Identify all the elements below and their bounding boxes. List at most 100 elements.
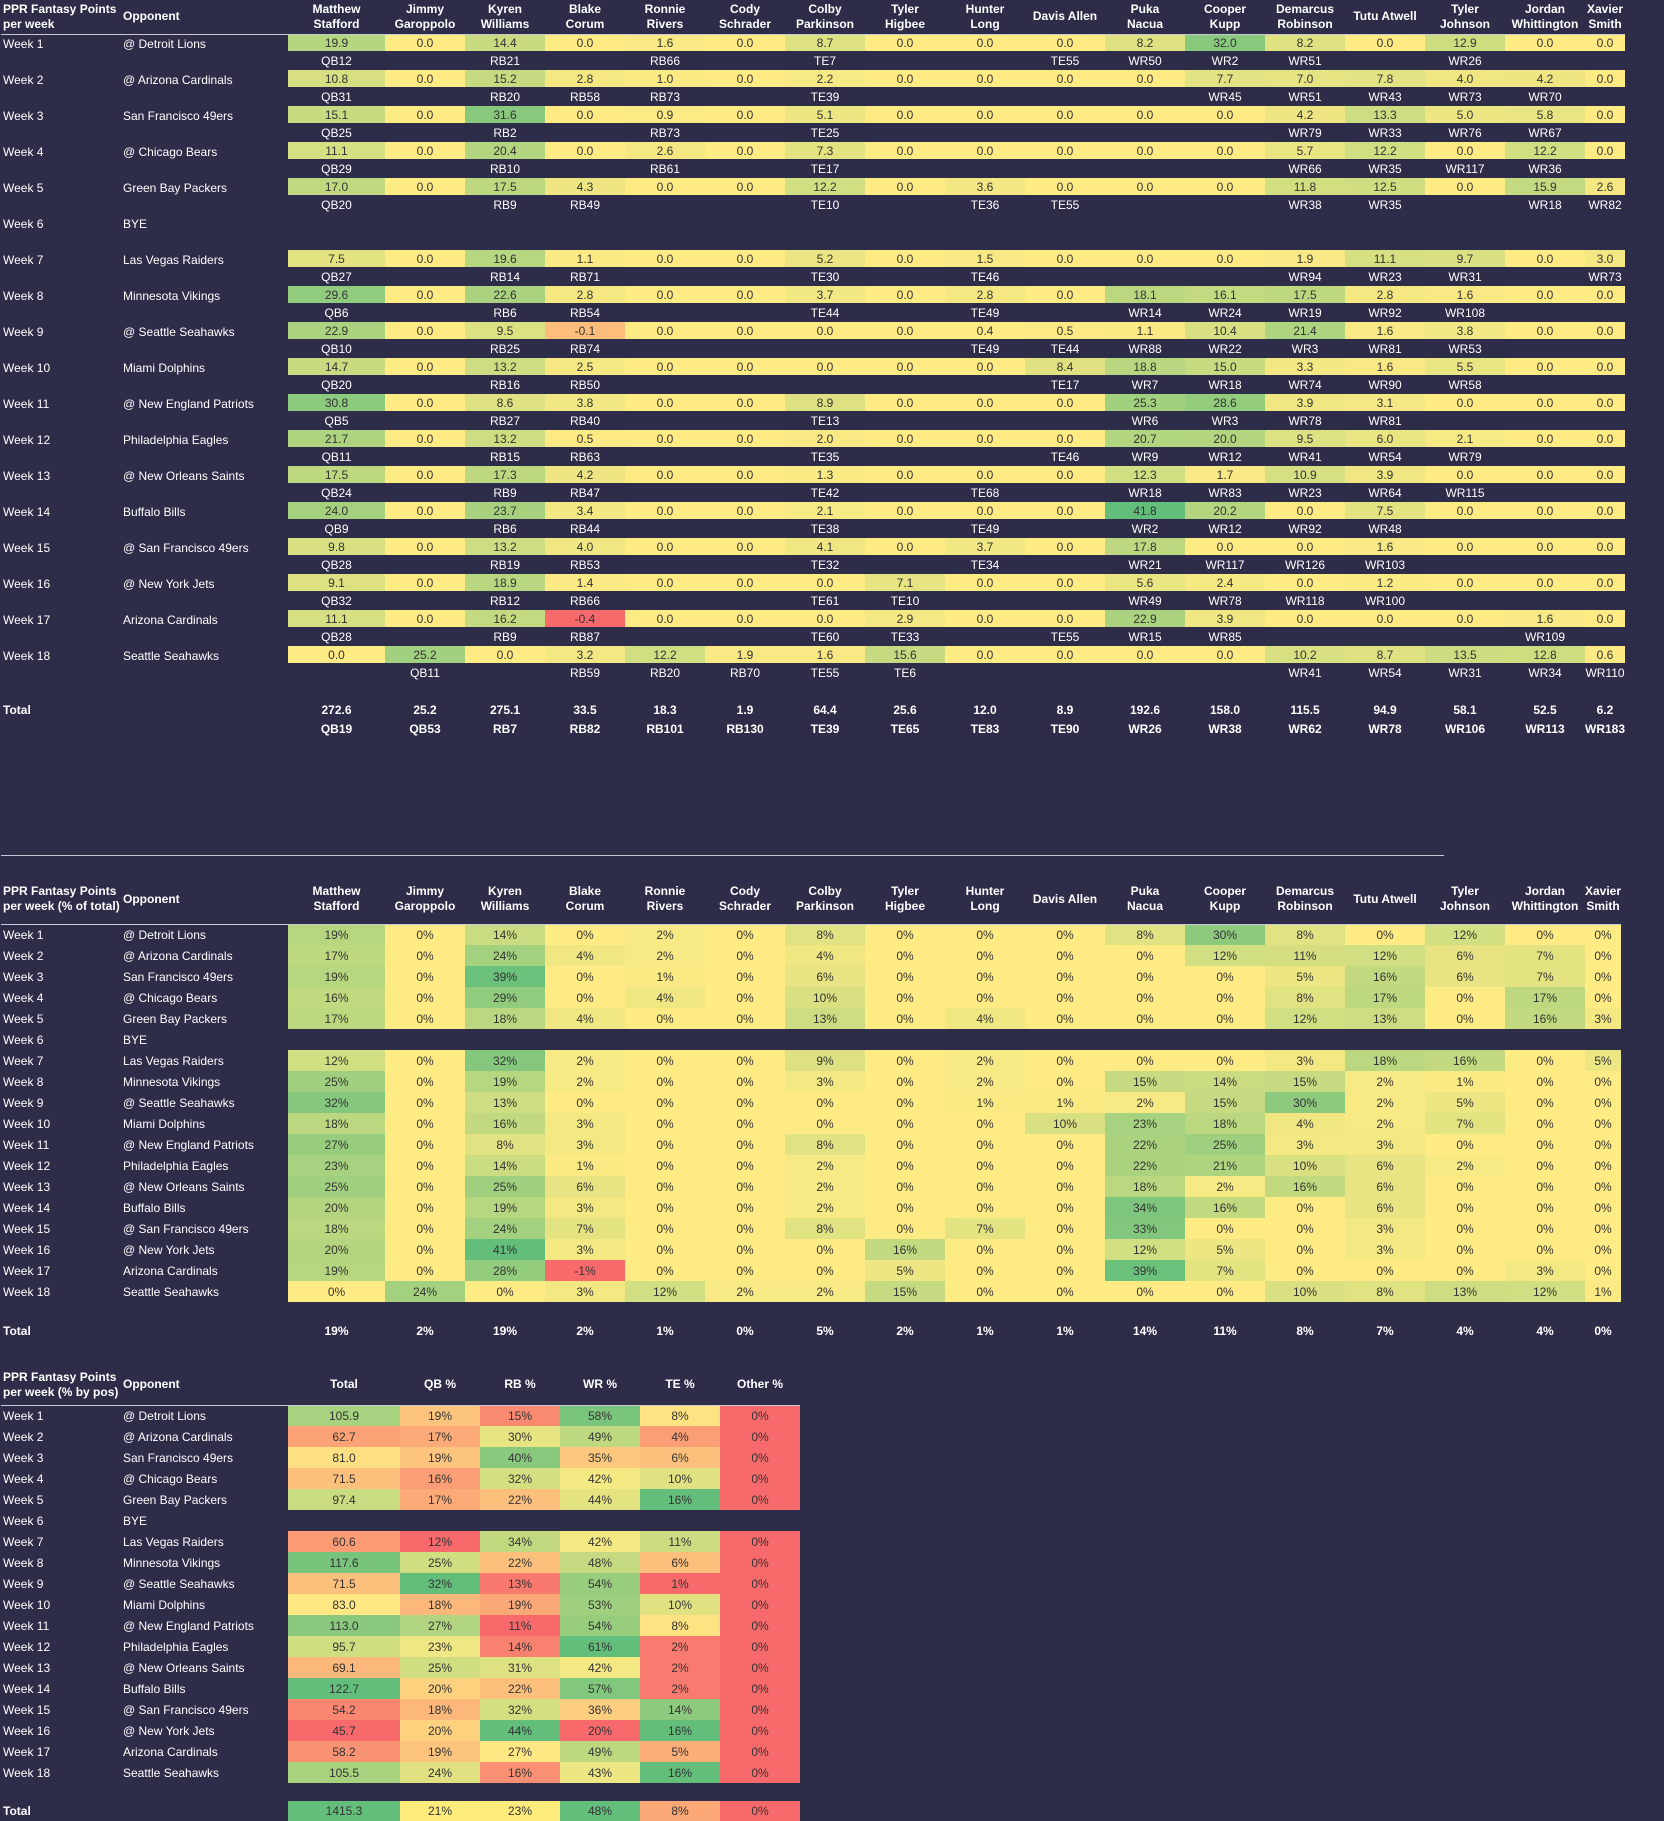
week-label: Week 18 bbox=[3, 649, 51, 663]
opponent-label: Philadelphia Eagles bbox=[123, 1639, 229, 1654]
week-position-row: Week 12 Philadelphia Eagles 95.7 23% 14% 61% 2… bbox=[1, 1636, 800, 1657]
points-cell bbox=[1025, 214, 1105, 231]
percent-cell: 12% bbox=[1185, 945, 1265, 966]
points-cell: 0.0 bbox=[1025, 538, 1105, 555]
rank-cell: WR3 bbox=[1291, 341, 1319, 356]
points-cell: 0.0 bbox=[545, 142, 625, 159]
rank-cell bbox=[625, 627, 705, 646]
percent-cell: 18% bbox=[1105, 1176, 1185, 1197]
points-cell: 3.7 bbox=[785, 286, 865, 303]
position-cell bbox=[480, 1510, 560, 1531]
position-cell: 0% bbox=[720, 1405, 800, 1426]
rank-cell: WR117 bbox=[1445, 161, 1485, 176]
percent-cell: 0% bbox=[545, 1092, 625, 1113]
points-cell: 0.0 bbox=[1505, 466, 1585, 483]
points-cell: 0.0 bbox=[1585, 430, 1626, 447]
points-cell: 0.0 bbox=[865, 142, 945, 159]
rank-cell bbox=[385, 411, 465, 430]
percent-cell: 2% bbox=[785, 1197, 865, 1218]
player-header: Kyren Williams bbox=[465, 875, 545, 925]
percent-cell: 0% bbox=[1025, 966, 1105, 987]
position-cell: 10% bbox=[640, 1468, 720, 1489]
player-header: Colby Parkinson bbox=[785, 0, 865, 35]
player-last-name: Davis Allen bbox=[1032, 9, 1098, 24]
points-cell: 1.0 bbox=[625, 70, 705, 87]
points-cell: 22.6 bbox=[465, 286, 545, 303]
percent-cell: 0% bbox=[1425, 1197, 1505, 1218]
points-cell: 3.9 bbox=[1265, 394, 1345, 411]
points-cell: 0.0 bbox=[545, 106, 625, 123]
player-header: Puka Nacua bbox=[1105, 875, 1185, 925]
position-cell: 0% bbox=[720, 1489, 800, 1510]
week-label: Week 5 bbox=[3, 1011, 44, 1026]
points-cell: 0.9 bbox=[625, 106, 705, 123]
percent-cell: 0% bbox=[465, 1281, 545, 1302]
points-cell: 15.2 bbox=[465, 70, 545, 87]
percent-cell: 15% bbox=[1265, 1071, 1345, 1092]
player-first-name: Colby bbox=[808, 884, 842, 899]
percent-cell: 0% bbox=[1505, 1218, 1585, 1239]
points-cell: 1.1 bbox=[1105, 322, 1185, 339]
percent-cell: 0% bbox=[1345, 1260, 1425, 1281]
total-percent: 19% bbox=[324, 1324, 349, 1338]
percent-cell: 0% bbox=[1585, 966, 1622, 987]
position-header: Other % bbox=[720, 1365, 800, 1406]
opponent-label: BYE bbox=[123, 1032, 148, 1047]
percent-cell: 0% bbox=[705, 1197, 785, 1218]
percent-cell: 22% bbox=[1105, 1155, 1185, 1176]
percent-cell: 0% bbox=[1025, 1218, 1105, 1239]
position-cell: 16% bbox=[640, 1720, 720, 1741]
rank-cell bbox=[1025, 87, 1105, 106]
total-percent: 4% bbox=[1456, 1324, 1474, 1338]
points-cell: 0.0 bbox=[865, 322, 945, 339]
percent-cell: 0% bbox=[385, 1239, 465, 1260]
rank-cell: WR64 bbox=[1368, 485, 1402, 500]
position-cell: 18% bbox=[400, 1594, 480, 1615]
rank-cell: TE30 bbox=[810, 269, 840, 284]
rank-cell bbox=[1025, 159, 1105, 178]
percent-cell: 4% bbox=[545, 1008, 625, 1029]
points-cell: 2.4 bbox=[1185, 574, 1265, 591]
rank-cell: RB40 bbox=[569, 413, 601, 428]
percent-cell: 12% bbox=[288, 1050, 385, 1071]
percent-cell: 17% bbox=[1345, 987, 1425, 1008]
percent-cell bbox=[465, 1029, 545, 1050]
points-cell: 0.0 bbox=[1265, 610, 1345, 627]
week-rank-row: QB9 RB6 RB44 TE38 TE49 WR2 WR12 WR92 WR48 bbox=[1, 519, 1625, 538]
rank-cell bbox=[945, 375, 1025, 394]
percent-cell: 19% bbox=[465, 1197, 545, 1218]
spacer-cell bbox=[1425, 682, 1505, 700]
spacer-cell bbox=[1105, 1302, 1185, 1321]
rank-cell: TE44 bbox=[1050, 341, 1080, 356]
points-cell bbox=[1105, 214, 1185, 231]
rank-cell: TE49 bbox=[970, 341, 1000, 356]
player-first-name: Cooper bbox=[1204, 884, 1246, 899]
points-cell: 8.6 bbox=[465, 394, 545, 411]
rank-cell: TE10 bbox=[810, 197, 840, 212]
points-cell: 0.0 bbox=[385, 322, 465, 339]
percent-cell: 0% bbox=[625, 1155, 705, 1176]
percent-cell: 0% bbox=[705, 1134, 785, 1155]
player-last-name: Higbee bbox=[884, 16, 925, 31]
points-cell: 0.0 bbox=[1105, 646, 1185, 663]
percent-cell: 0% bbox=[1025, 1176, 1105, 1197]
rank-cell: TE17 bbox=[1050, 377, 1080, 392]
spacer-cell bbox=[1585, 1302, 1621, 1321]
rank-cell: RB16 bbox=[489, 377, 521, 392]
spacer-cell bbox=[1505, 1302, 1585, 1321]
player-header: Xavier Smith bbox=[1585, 0, 1626, 35]
percent-cell: 0% bbox=[385, 987, 465, 1008]
points-cell bbox=[1585, 214, 1625, 231]
percent-cell: 0% bbox=[865, 1176, 945, 1197]
points-cell: 0.0 bbox=[865, 250, 945, 267]
percent-cell: 6% bbox=[1345, 1197, 1425, 1218]
rank-cell: WR9 bbox=[1131, 449, 1159, 464]
rank-cell: TE6 bbox=[893, 665, 916, 680]
rank-cell bbox=[1585, 339, 1625, 358]
percent-cell: 32% bbox=[288, 1092, 385, 1113]
rank-cell: WR35 bbox=[1368, 197, 1402, 212]
player-last-name: Rivers bbox=[646, 899, 684, 914]
rank-cell bbox=[1025, 663, 1105, 682]
percent-cell: 8% bbox=[465, 1134, 545, 1155]
points-cell: 0.0 bbox=[945, 358, 1025, 375]
